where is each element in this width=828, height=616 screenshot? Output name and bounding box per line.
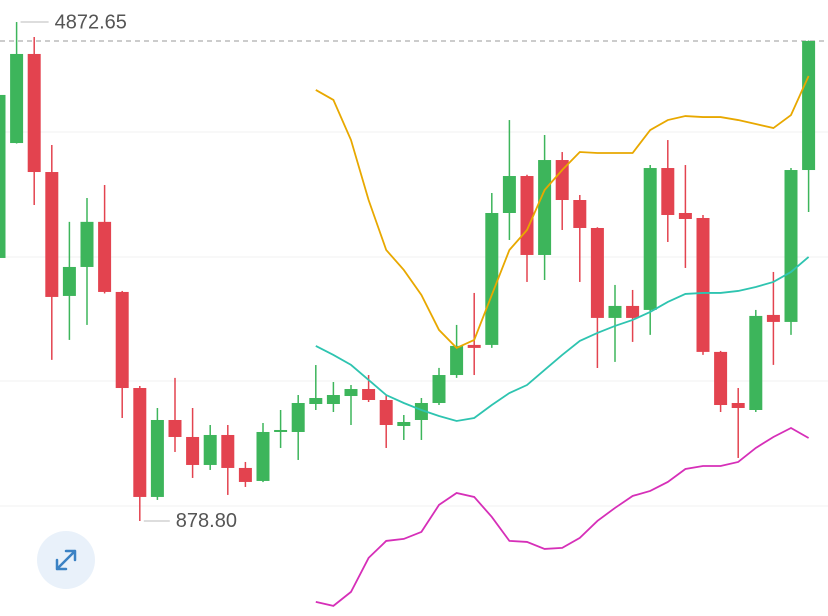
candle-body [274,429,288,432]
candle-body [590,227,604,318]
candle-body [802,40,816,171]
candle-body [573,200,587,228]
candle-body [502,176,516,213]
plot: 4872.65 878.80 [0,11,828,607]
candle-body [221,434,235,468]
candle-body [27,53,41,173]
candle-body [98,221,112,292]
candle-body [397,421,411,426]
candle-body [238,467,252,482]
candle-body [133,388,147,497]
candle-body [414,403,428,420]
candle-body [0,94,6,258]
candle-body [766,314,780,322]
candle-body [450,345,464,376]
candle-body [186,436,200,465]
low-label: 878.80 [176,510,237,532]
candle-body [643,168,657,310]
expand-button[interactable] [37,531,95,589]
candle-body [291,403,305,432]
candle-body [538,160,552,255]
candle-body [80,221,94,267]
candle-body [362,389,376,401]
candle-body [326,395,340,405]
high-label: 4872.65 [55,11,127,33]
candle-body [203,434,217,465]
candle-body [379,400,393,425]
candle-body [661,168,675,215]
candle-body [115,291,129,389]
candle-body [608,305,622,318]
candle-body [344,389,358,397]
candle-body [749,315,763,411]
candle-body [45,172,59,297]
candle-body [62,266,76,296]
expand-icon[interactable] [55,549,77,571]
candle-body [678,212,692,219]
candle-body [485,212,499,345]
candle-body [784,170,798,322]
indicator-line [315,426,810,607]
candle-body [256,431,270,481]
candle-body [520,176,534,255]
candle-body [309,398,323,405]
indicator-line [315,75,810,349]
candle-body [696,217,710,352]
candle-body [731,403,745,409]
candle-body [714,351,728,406]
candle-body [467,344,481,348]
candle-body [10,53,24,144]
indicator-line [315,256,810,422]
candle-body [150,419,164,497]
candle-body [555,160,569,201]
candle-body [168,419,182,437]
candle-body [432,375,446,404]
candle-body [626,305,640,318]
